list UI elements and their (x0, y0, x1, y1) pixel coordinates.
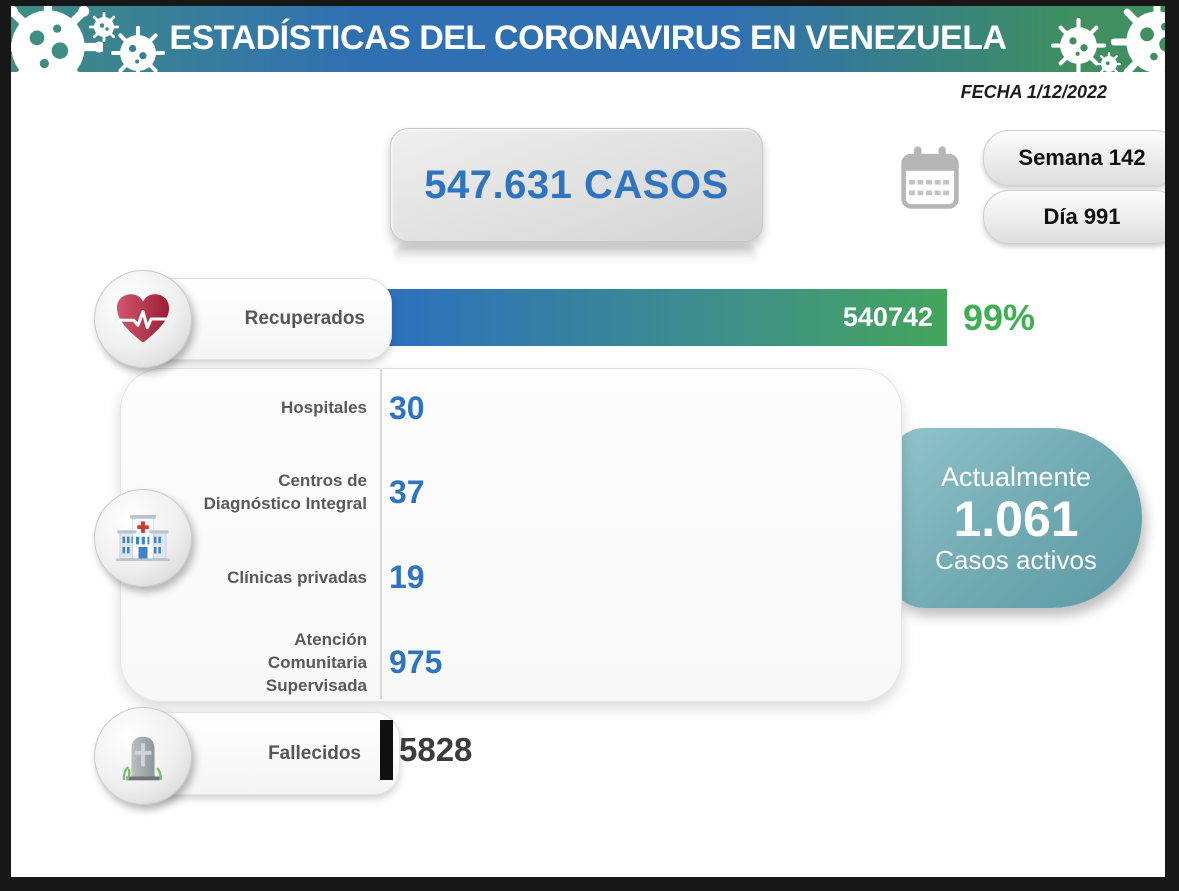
recovered-bar: 540742 (380, 289, 947, 346)
care-value-acs: 975 (389, 644, 443, 680)
day-badge: Día 991 (983, 190, 1165, 244)
care-label-clinicas: Clínicas privadas (227, 568, 367, 587)
tombstone-icon (122, 736, 163, 781)
virus-icon (1097, 52, 1121, 72)
total-cases-box: 547.631 CASOS (390, 128, 763, 242)
virus-icon (11, 6, 103, 72)
day-badge-label: Día 991 (1043, 204, 1121, 229)
virus-icon (1051, 18, 1106, 72)
report-date: FECHA 1/12/2022 (960, 82, 1107, 102)
hospital-badge (94, 489, 192, 587)
hospital-icon (116, 514, 170, 562)
photo-area: ESTADÍSTICAS DEL CORONAVIRUS EN VENEZUEL… (11, 6, 1165, 877)
tombstone-badge (94, 707, 192, 805)
virus-icon (1111, 6, 1165, 72)
header-band: ESTADÍSTICAS DEL CORONAVIRUS EN VENEZUEL… (11, 6, 1165, 72)
total-cases-reflection (394, 245, 757, 265)
active-cases-caption: Casos activos (935, 544, 1097, 575)
deaths-label: Fallecidos (268, 742, 361, 764)
recovered-value: 540742 (842, 302, 933, 332)
active-cases-box: Actualmente 1.061 Casos activos (890, 428, 1142, 608)
calendar-icon (901, 146, 959, 209)
active-cases-value: 1.061 (953, 490, 1079, 547)
care-breakdown-panel (120, 368, 902, 702)
recovered-percent: 99% (963, 296, 1036, 338)
week-badge: Semana 142 (983, 130, 1165, 186)
panel-divider (380, 369, 382, 699)
total-cases-value: 547.631 CASOS (424, 162, 729, 207)
heartbeat-icon (116, 294, 170, 343)
care-value-clinicas: 19 (389, 559, 425, 595)
week-badge-label: Semana 142 (1018, 145, 1146, 170)
deaths-bar (380, 720, 393, 780)
page-title: ESTADÍSTICAS DEL CORONAVIRUS EN VENEZUEL… (169, 19, 1007, 57)
care-value-cdi: 37 (389, 474, 425, 510)
heart-badge (94, 270, 192, 368)
care-label-cdi: Centros de Diagnóstico Integral (203, 471, 367, 513)
care-label-hospitales: Hospitales (281, 398, 367, 417)
care-value-hospitales: 30 (389, 390, 425, 426)
active-cases-intro: Actualmente (940, 461, 1092, 492)
recovered-label: Recuperados (244, 308, 365, 329)
virus-icon (89, 12, 119, 42)
care-label-acs: Atención Comunitaria Supervisada (265, 630, 367, 695)
deaths-value: 5828 (399, 731, 473, 768)
virus-icon (111, 26, 165, 72)
